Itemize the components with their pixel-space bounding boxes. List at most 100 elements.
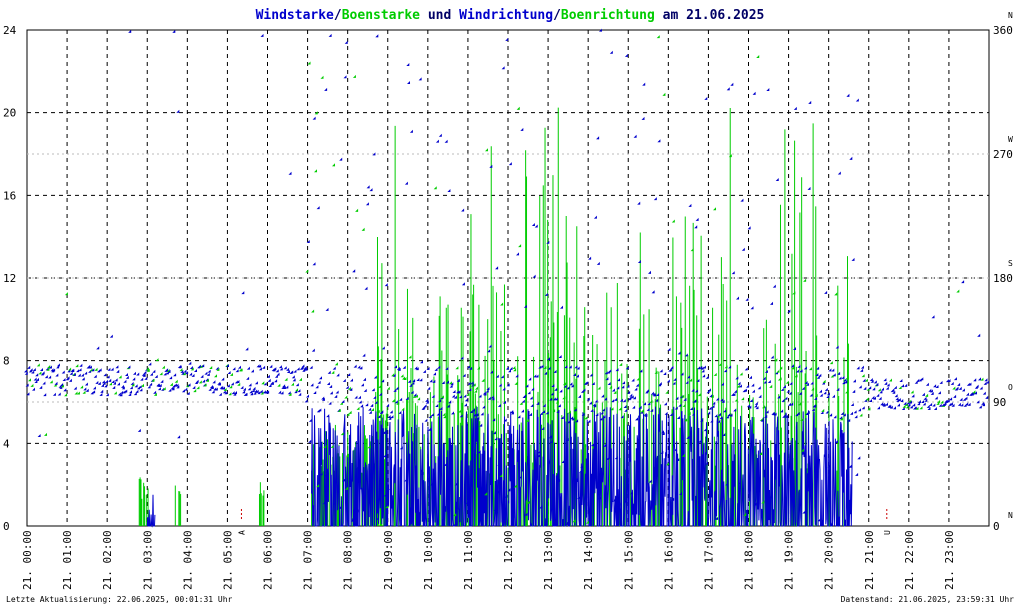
- wind-direction-point: [738, 384, 742, 388]
- wind-direction-point: [178, 365, 182, 369]
- wind-direction-point: [647, 402, 651, 406]
- wind-direction-point: [462, 373, 466, 377]
- wind-direction-point: [704, 96, 708, 100]
- gust-direction-point: [314, 111, 318, 115]
- x-tick-label: 21. 10:00: [422, 530, 435, 590]
- wind-direction-point: [977, 333, 981, 337]
- wind-direction-point: [211, 390, 215, 394]
- wind-direction-point: [121, 386, 125, 390]
- wind-direction-point: [635, 383, 639, 387]
- wind-direction-point: [588, 256, 592, 260]
- wind-direction-point: [885, 402, 889, 406]
- wind-direction-point: [591, 382, 595, 386]
- wind-direction-point: [357, 365, 361, 369]
- wind-direction-point: [191, 373, 195, 377]
- wind-direction-point: [235, 369, 239, 373]
- wind-direction-point: [459, 414, 463, 418]
- wind-direction-point: [793, 347, 797, 351]
- wind-direction-point: [544, 371, 548, 375]
- gust-direction-point: [778, 377, 782, 381]
- wind-direction-point: [629, 393, 633, 397]
- wind-direction-point: [122, 390, 126, 394]
- wind-direction-point: [352, 269, 356, 273]
- wind-direction-point: [626, 384, 630, 388]
- wind-direction-point: [269, 364, 273, 368]
- gust-direction-point: [155, 358, 159, 362]
- wind-direction-point: [256, 364, 260, 368]
- wind-direction-point: [938, 403, 942, 407]
- wind-direction-point: [505, 366, 509, 370]
- gust-direction-point: [417, 397, 421, 401]
- wind-direction-point: [85, 388, 89, 392]
- wind-direction-point: [181, 389, 185, 393]
- gust-direction-point: [756, 55, 760, 59]
- wind-direction-point: [108, 378, 112, 382]
- wind-direction-point: [725, 482, 729, 486]
- wind-direction-point: [707, 388, 711, 392]
- x-tick-label: 21. 19:00: [783, 530, 796, 590]
- wind-direction-point: [873, 380, 877, 384]
- wind-direction-point: [360, 383, 364, 387]
- wind-direction-point: [461, 208, 465, 212]
- wind-direction-point: [719, 416, 723, 420]
- wind-direction-point: [580, 389, 584, 393]
- wind-direction-point: [826, 392, 830, 396]
- wind-direction-point: [374, 400, 378, 404]
- wind-direction-point: [286, 370, 290, 374]
- wind-direction-point: [295, 383, 299, 387]
- wind-direction-point: [515, 374, 519, 378]
- wind-direction-point: [61, 370, 65, 374]
- wind-direction-point: [950, 381, 954, 385]
- gust-direction-point: [739, 372, 743, 376]
- wind-direction-point: [172, 29, 176, 33]
- gust-direction-point: [583, 443, 587, 447]
- wind-direction-point: [578, 469, 582, 473]
- wind-direction-point: [643, 402, 647, 406]
- gust-direction-point: [113, 391, 117, 395]
- wind-direction-point: [741, 247, 745, 251]
- gust-direction-point: [845, 390, 849, 394]
- wind-direction-point: [258, 367, 262, 371]
- wind-direction-point: [560, 305, 564, 309]
- wind-direction-point: [470, 381, 474, 385]
- gust-direction-point: [60, 384, 64, 388]
- wind-direction-point: [358, 400, 362, 404]
- wind-direction-point: [508, 369, 512, 373]
- wind-direction-point: [544, 292, 548, 296]
- wind-direction-point: [580, 465, 584, 469]
- wind-direction-point: [173, 373, 177, 377]
- gust-direction-point: [141, 383, 145, 387]
- wind-direction-point: [862, 378, 866, 382]
- wind-direction-point: [705, 375, 709, 379]
- wind-direction-point: [635, 417, 639, 421]
- x-tick-label: 21. 00:00: [21, 530, 34, 590]
- wind-direction-point: [165, 368, 169, 372]
- wind-direction-point: [250, 369, 254, 373]
- wind-direction-point: [414, 366, 418, 370]
- gust-direction-point: [458, 409, 462, 413]
- wind-direction-point: [816, 366, 820, 370]
- wind-direction-point: [410, 390, 414, 394]
- gust-direction-point: [915, 406, 919, 410]
- gust-direction-point: [474, 389, 478, 393]
- wind-direction-point: [326, 382, 330, 386]
- wind-direction-point: [503, 418, 507, 422]
- wind-direction-point: [439, 406, 443, 410]
- wind-direction-point: [477, 450, 481, 454]
- wind-direction-point: [569, 382, 573, 386]
- wind-direction-point: [638, 405, 642, 409]
- gust-direction-point: [743, 512, 747, 516]
- wind-direction-point: [365, 202, 369, 206]
- wind-direction-point: [617, 378, 621, 382]
- wind-direction-point: [313, 391, 317, 395]
- wind-direction-point: [218, 392, 222, 396]
- wind-direction-point: [389, 486, 393, 490]
- chart-title: Windstarke/Boenstarke und Windrichtung/B…: [256, 8, 765, 23]
- wind-direction-point: [708, 406, 712, 410]
- wind-direction-point: [381, 346, 385, 350]
- wind-direction-point: [76, 369, 80, 373]
- x-tick-label: 21. 09:00: [382, 530, 395, 590]
- wind-direction-point: [709, 394, 713, 398]
- gust-direction-point: [153, 392, 157, 396]
- wind-direction-point: [290, 370, 294, 374]
